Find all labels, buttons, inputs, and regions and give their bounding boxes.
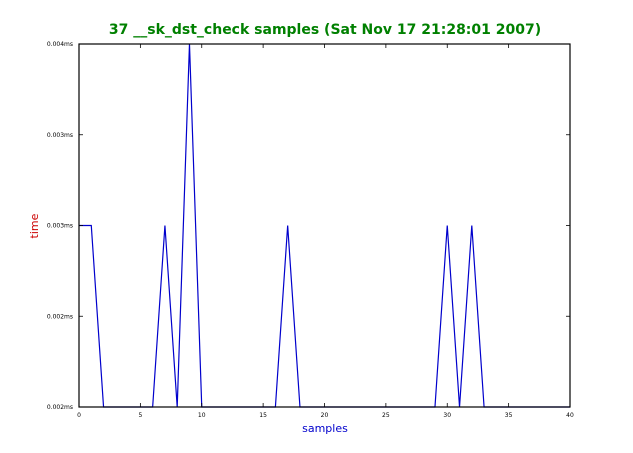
x-axis-label: samples	[302, 422, 348, 435]
y-tick-label: 0.002ms	[47, 404, 73, 411]
x-axis: 0 5 10 15 20 25 30 35 40	[77, 44, 574, 419]
x-tick-label: 40	[566, 412, 574, 419]
y-axis: 0.002ms 0.002ms 0.003ms 0.003ms 0.004ms	[47, 41, 570, 411]
x-tick-label: 35	[505, 412, 513, 419]
x-tick-label: 10	[198, 412, 206, 419]
x-tick-label: 20	[321, 412, 329, 419]
plot-frame	[78, 43, 571, 408]
y-tick-label: 0.004ms	[47, 41, 73, 48]
plot-line-group	[79, 43, 570, 408]
series-line-0	[79, 43, 570, 408]
x-tick-label: 30	[443, 412, 451, 419]
y-tick-label: 0.003ms	[47, 223, 73, 230]
y-tick-label: 0.003ms	[47, 132, 73, 139]
x-tick-label: 0	[77, 412, 81, 419]
x-tick-label: 25	[382, 412, 390, 419]
y-axis-label: time	[28, 213, 41, 238]
chart-title: 37 __sk_dst_check samples (Sat Nov 17 21…	[109, 22, 541, 38]
y-tick-label: 0.002ms	[47, 313, 73, 320]
x-tick-label: 15	[259, 412, 267, 419]
x-tick-label: 5	[138, 412, 142, 419]
